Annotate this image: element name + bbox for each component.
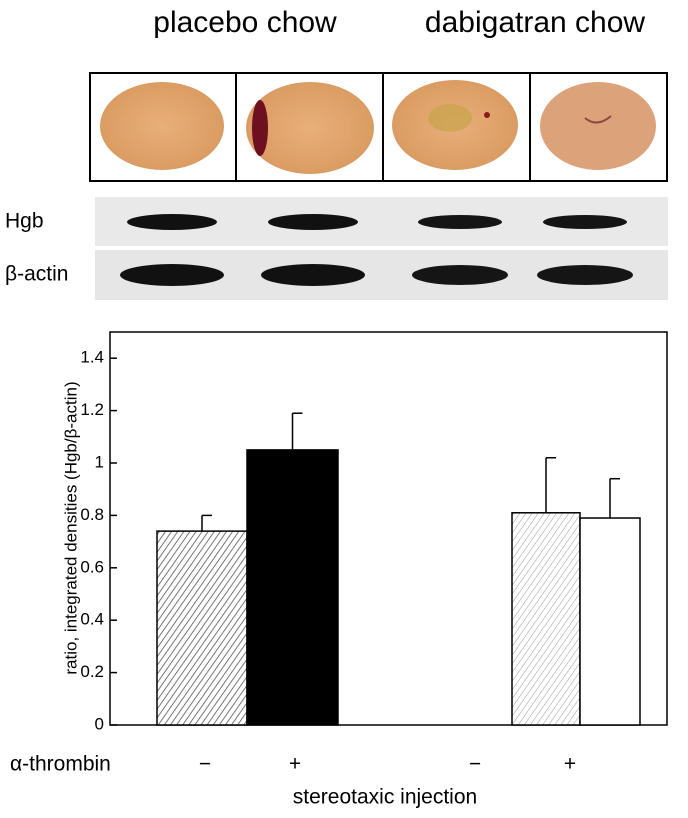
group-title: placebo chow <box>153 6 337 39</box>
y-tick-label: 0.6 <box>80 557 104 576</box>
bar <box>156 530 248 726</box>
y-tick-label: 1 <box>95 452 104 471</box>
brain-images <box>89 72 668 182</box>
y-tick-label: 0.4 <box>80 610 104 629</box>
blots <box>95 197 668 300</box>
x-axis-title: stereotaxic injection <box>293 786 477 809</box>
x-tick-label: − <box>469 753 481 776</box>
bar <box>511 512 581 726</box>
x-tick-label: + <box>564 753 576 776</box>
x-tick-label: − <box>199 753 211 776</box>
y-tick-label: 1.4 <box>80 348 104 367</box>
plot-frame <box>109 331 668 726</box>
group-title: dabigatran chow <box>425 6 645 39</box>
blot-label: β-actin <box>5 263 68 286</box>
y-tick-label: 0.2 <box>80 662 104 681</box>
y-tick-label: 0.8 <box>80 505 104 524</box>
y-axis-title: ratio, integrated densities (Hgb/β-actin… <box>61 381 80 674</box>
row-label: α-thrombin <box>10 753 111 776</box>
y-tick-label: 1.2 <box>80 400 104 419</box>
x-tick-label: + <box>289 753 301 776</box>
bar <box>246 449 339 726</box>
blot-label: Hgb <box>5 210 44 233</box>
bar <box>579 517 641 726</box>
y-tick-label: 0 <box>95 714 104 733</box>
